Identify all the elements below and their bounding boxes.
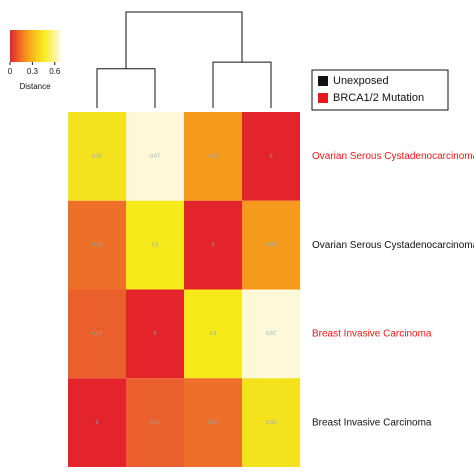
heatmap-cell	[242, 289, 300, 379]
row-label: Breast Invasive Carcinoma	[312, 329, 432, 340]
heatmap-cell	[126, 200, 184, 290]
cell-label: 0.18	[150, 420, 160, 426]
cell-label: 0.21	[266, 242, 276, 248]
heatmap-cell	[184, 200, 242, 290]
heatmap-cell	[68, 200, 126, 290]
cell-label: 0.18	[92, 331, 102, 337]
dendrogram-branch	[212, 61, 272, 108]
cell-label: 0	[96, 420, 99, 426]
heatmap-cell	[126, 378, 184, 467]
heatmap-cell	[184, 378, 242, 467]
legend-swatch	[318, 93, 328, 103]
colorbar-title: Distance	[19, 82, 51, 91]
row-label: Breast Invasive Carcinoma	[312, 417, 432, 428]
heatmap-cell	[242, 378, 300, 467]
cell-label: 0	[270, 154, 273, 160]
cell-label: 0.67	[150, 154, 160, 160]
cell-label: 0.5	[210, 331, 217, 337]
colorbar-tick-label: 0.6	[49, 67, 61, 76]
heatmap-cell	[68, 112, 126, 201]
heatmap-cell	[242, 200, 300, 290]
cell-label: 0.25	[92, 242, 102, 248]
cell-label: 0.67	[266, 331, 276, 337]
row-label: Ovarian Serous Cystadenocarcinoma	[312, 151, 474, 162]
heatmap-cell	[242, 112, 300, 201]
cell-label: 0.33	[92, 154, 102, 160]
cell-label: 0.5	[152, 242, 159, 248]
cell-label: 0	[154, 331, 157, 337]
legend-label: BRCA1/2 Mutation	[333, 92, 424, 104]
colorbar-tick-label: 0.3	[27, 67, 39, 76]
cell-label: 0.21	[208, 154, 218, 160]
dendrogram-branch	[125, 11, 243, 69]
heatmap-cell	[126, 289, 184, 379]
heatmap-cell	[68, 289, 126, 379]
row-label: Ovarian Serous Cystadenocarcinoma	[312, 240, 474, 251]
dendrogram-branch	[96, 68, 156, 108]
colorbar-tick-label: 0	[8, 67, 13, 76]
cell-label: 0.25	[208, 420, 218, 426]
heatmap-cell	[184, 112, 242, 201]
cell-label: 0	[212, 242, 215, 248]
heatmap-cell	[184, 289, 242, 379]
heatmap-cell	[126, 112, 184, 201]
colorbar	[10, 30, 60, 62]
cell-label: 0.33	[266, 420, 276, 426]
legend-swatch	[318, 76, 328, 86]
legend-box	[311, 69, 449, 111]
heatmap-cell	[68, 378, 126, 467]
legend-label: Unexposed	[333, 75, 389, 87]
